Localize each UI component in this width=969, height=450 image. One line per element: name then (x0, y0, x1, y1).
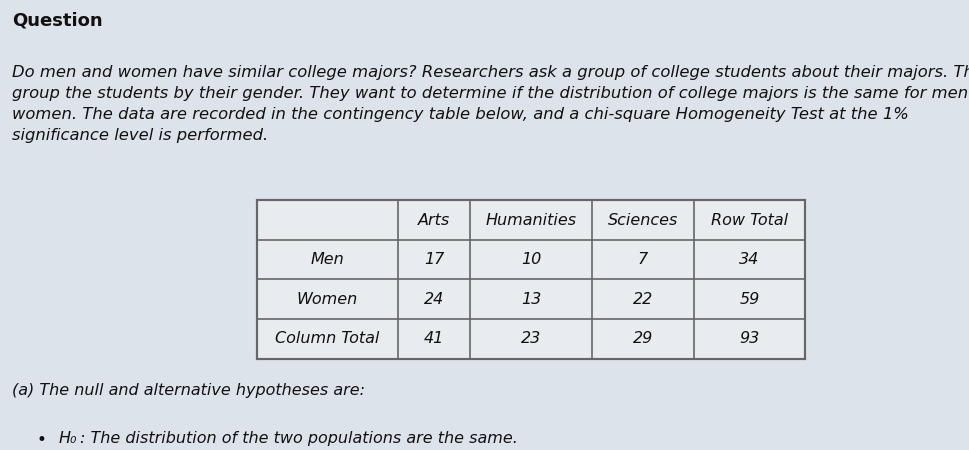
Text: Arts: Arts (418, 212, 450, 228)
Text: 7: 7 (637, 252, 647, 267)
Text: 93: 93 (738, 331, 759, 346)
Text: •: • (37, 431, 47, 449)
Text: 17: 17 (423, 252, 444, 267)
Text: H₀: H₀ (58, 431, 77, 446)
Text: Sciences: Sciences (607, 212, 677, 228)
Text: 41: 41 (423, 331, 444, 346)
Text: : The distribution of the two populations are the same.: : The distribution of the two population… (79, 431, 516, 446)
Text: 13: 13 (520, 292, 541, 307)
Text: (a) The null and alternative hypotheses are:: (a) The null and alternative hypotheses … (12, 383, 364, 398)
Text: Do men and women have similar college majors? Researchers ask a group of college: Do men and women have similar college ma… (12, 65, 969, 143)
Text: Humanities: Humanities (485, 212, 576, 228)
Text: 10: 10 (520, 252, 541, 267)
Text: Women: Women (297, 292, 358, 307)
Text: Column Total: Column Total (275, 331, 379, 346)
Text: 34: 34 (738, 252, 759, 267)
Text: Men: Men (310, 252, 344, 267)
Text: Question: Question (12, 11, 102, 29)
Text: 23: 23 (520, 331, 541, 346)
Text: 59: 59 (738, 292, 759, 307)
Text: 29: 29 (632, 331, 652, 346)
Text: 22: 22 (632, 292, 652, 307)
Text: 24: 24 (423, 292, 444, 307)
Text: Row Total: Row Total (710, 212, 787, 228)
